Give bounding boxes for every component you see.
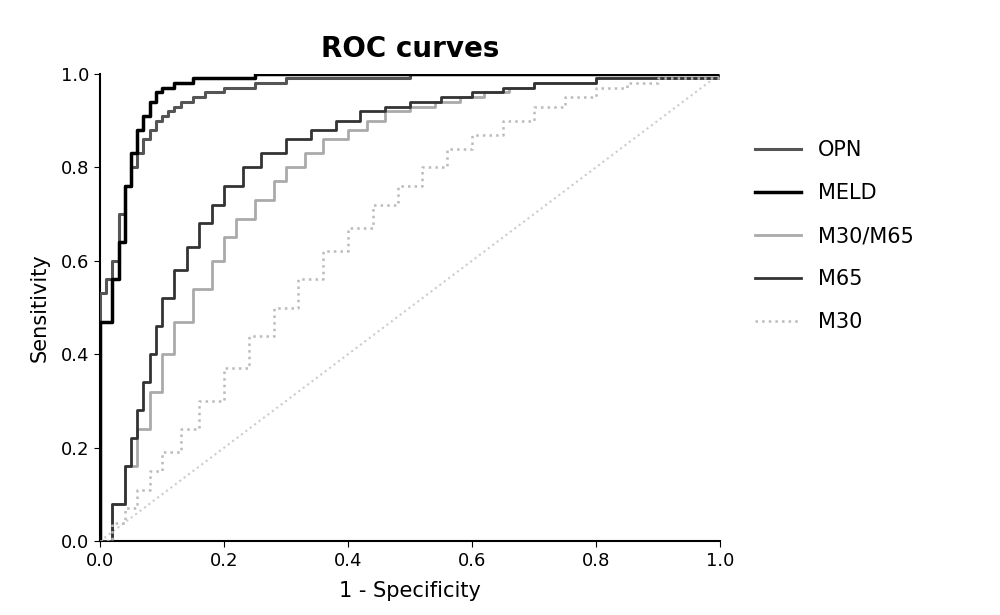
X-axis label: 1 - Specificity: 1 - Specificity	[339, 581, 481, 601]
Y-axis label: Sensitivity: Sensitivity	[30, 253, 50, 362]
Title: ROC curves: ROC curves	[321, 35, 499, 63]
Legend: OPN, MELD, M30/M65, M65, M30: OPN, MELD, M30/M65, M65, M30	[755, 140, 914, 332]
